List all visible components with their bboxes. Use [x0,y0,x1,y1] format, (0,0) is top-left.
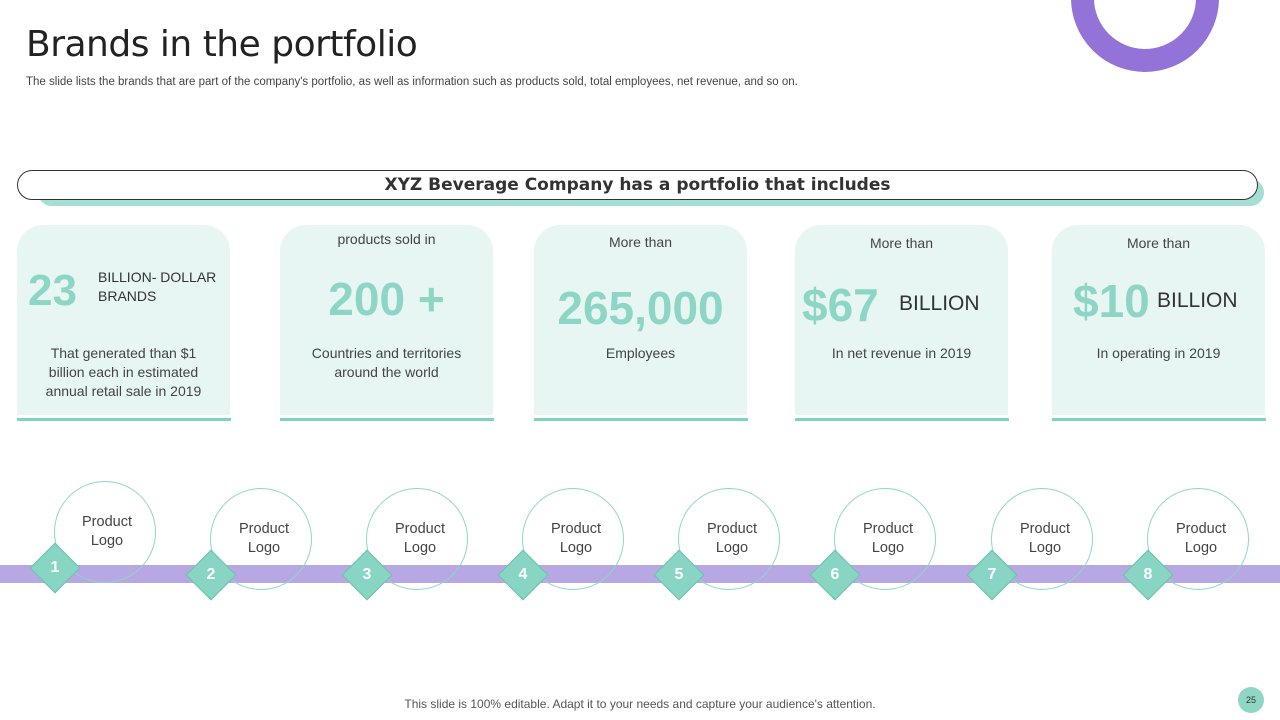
step-number: 3 [362,566,372,583]
product-logo-line1: Product [1020,521,1070,537]
step-number: 1 [50,559,60,576]
stat-value: 200 + [328,273,445,325]
stat-value: 265,000 [557,282,724,334]
product-logo-line2: Logo [1184,540,1218,556]
stat-label-line1: BILLION- DOLLAR [98,269,217,285]
stat-desc-line2: billion each in estimated [48,364,199,380]
stat-top-text: More than [608,234,673,250]
stat-desc-line1: In net revenue in 2019 [831,345,972,361]
stat-label-line2: BRANDS [98,288,157,304]
step-number: 6 [830,566,840,583]
stat-card-employees: More than 265,000 Employees [534,225,747,415]
product-logo-line2: Logo [1028,540,1062,556]
product-logo-circle [522,488,624,590]
product-logo-line1: Product [863,521,913,537]
stat-desc-line1: That generated than $1 [50,345,197,361]
footer-note: This slide is 100% editable. Adapt it to… [404,697,876,711]
product-logo-circle [834,488,936,590]
decorative-ring [1071,0,1219,72]
product-logo-line2: Logo [90,533,124,549]
stat-card-countries: products sold in 200 + Countries and ter… [280,225,493,415]
stat-top-text: products sold in [337,231,436,247]
page-number-badge: 25 [1238,687,1264,713]
stat-desc-line1: Employees [605,345,676,361]
stat-value: 23 [28,266,77,315]
stat-card-revenue: More than $67 BILLION In net revenue in … [795,225,1008,415]
product-logo-circle [678,488,780,590]
card-underline [534,418,748,421]
product-logo-line1: Product [551,521,601,537]
product-logo-line2: Logo [715,540,749,556]
product-logo-line1: Product [395,521,445,537]
stat-desc-line1: Countries and territories [311,345,462,361]
stat-card-operating: More than $10 BILLION In operating in 20… [1052,225,1265,415]
product-logo-line1: Product [707,521,757,537]
step-number: 5 [674,566,684,583]
step-number: 8 [1143,566,1153,583]
product-logo-line1: Product [82,514,132,530]
stat-desc-line3: annual retail sale in 2019 [45,383,202,399]
product-logo-circle [991,488,1093,590]
step-number: 7 [987,566,997,583]
stat-value: $10 [1073,275,1150,327]
card-underline [795,418,1009,421]
stat-top-text: More than [869,235,934,251]
stat-unit: BILLION [899,292,980,315]
product-logo-line1: Product [239,521,289,537]
stat-top-text: More than [1126,235,1191,251]
product-logo-circle [1147,488,1249,590]
stat-desc-line2: around the world [334,364,439,380]
step-number: 2 [206,566,216,583]
stat-desc-line1: In operating in 2019 [1096,345,1221,361]
card-underline [280,418,494,421]
page-subtitle: The slide lists the brands that are part… [26,76,798,88]
banner-text: XYZ Beverage Company has a portfolio tha… [384,175,891,195]
product-logo-line2: Logo [871,540,905,556]
timeline-bar [0,565,1280,583]
product-logo-line2: Logo [403,540,437,556]
stat-value: $67 [802,279,879,331]
product-logo-line2: Logo [559,540,593,556]
product-logo-circle [54,481,156,583]
card-underline [1052,418,1266,421]
product-logo-line1: Product [1176,521,1226,537]
stat-unit: BILLION [1157,289,1238,312]
page-number: 25 [1245,695,1256,705]
product-logo-line2: Logo [247,540,281,556]
product-logo-circle [210,488,312,590]
portfolio-banner: XYZ Beverage Company has a portfolio tha… [17,170,1258,200]
page-title: Brands in the portfolio [26,24,418,65]
card-underline [17,418,231,421]
step-number: 4 [518,566,528,583]
stat-card-brands: 23 BILLION- DOLLAR BRANDS That generated… [17,225,230,415]
product-logo-circle [366,488,468,590]
